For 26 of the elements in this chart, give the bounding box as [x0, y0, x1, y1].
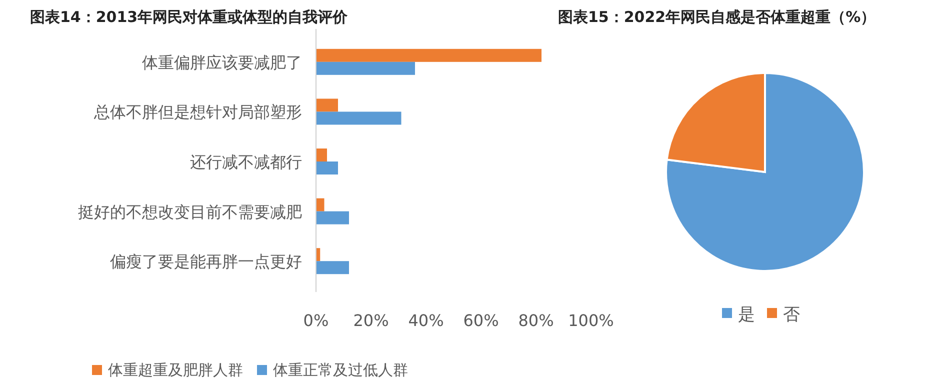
bar: [316, 211, 349, 224]
y-tick-label: 还行减不减都行: [190, 152, 302, 172]
legend-label: 是: [738, 305, 755, 325]
x-tick-label: 60%: [463, 311, 499, 330]
x-tick-label: 20%: [353, 311, 389, 330]
bar: [316, 98, 338, 112]
bar: [316, 112, 402, 125]
x-tick-label: 100%: [568, 311, 614, 330]
legend-label: 体重超重及肥胖人群: [108, 361, 243, 379]
x-tick-label: 80%: [518, 311, 554, 330]
legend-label: 体重正常及过低人群: [273, 361, 408, 379]
bar: [316, 198, 324, 212]
bar: [316, 62, 415, 75]
y-tick-label: 体重偏胖应该要减肥了: [142, 52, 302, 72]
y-tick-label: 挺好的不想改变目前不需要减肥: [78, 202, 302, 222]
y-tick-label: 偏瘦了要是能再胖一点更好: [110, 252, 302, 272]
x-tick-label: 40%: [408, 311, 444, 330]
bar: [316, 148, 327, 162]
bar: [316, 162, 338, 174]
text: 图表14：2013年网民对体重或体型的自我评价: [30, 8, 349, 26]
legend-label: 否: [783, 305, 800, 325]
x-tick-label: 0%: [303, 311, 329, 330]
bar: [316, 261, 349, 274]
chart-title: 图表15：2022年网民自感是否体重超重（%）: [558, 8, 876, 26]
bar: [316, 48, 542, 62]
y-tick-label: 总体不胖但是想针对局部塑形: [93, 102, 302, 122]
